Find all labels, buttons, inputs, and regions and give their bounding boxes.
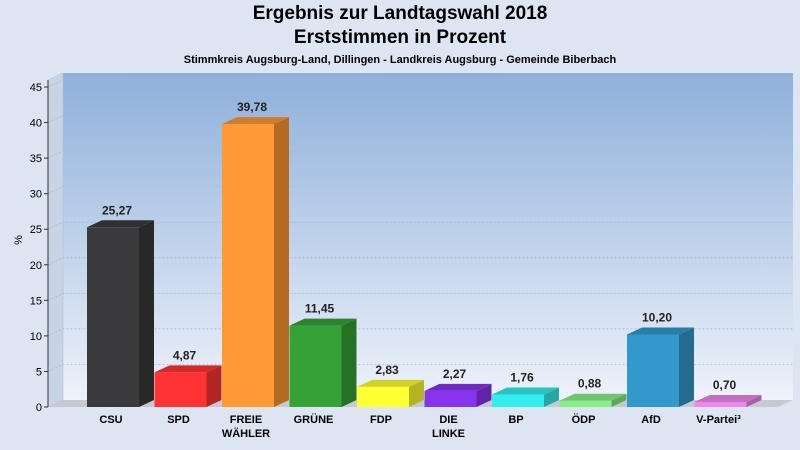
x-category-label: AfD: [641, 414, 661, 426]
bar-front: [357, 386, 409, 407]
gridline: [47, 79, 793, 88]
x-category-label: FREIE: [230, 414, 262, 426]
chart-subtitle: Erststimmen in Prozent: [293, 27, 507, 48]
x-category-label: LINKE: [432, 428, 465, 440]
bar-front: [87, 227, 139, 407]
bar-v-partei-: 0,70: [694, 378, 762, 407]
y-tick-label: 10: [30, 331, 42, 343]
y-tick-label: 30: [30, 189, 42, 201]
bar-value-label: 11,45: [305, 302, 335, 316]
x-category-label: WÄHLER: [222, 427, 270, 440]
bar-side: [476, 383, 492, 407]
gridline: [47, 115, 793, 123]
bar-front: [627, 334, 679, 407]
y-tick-label: 5: [36, 366, 42, 378]
bar-value-label: 2,83: [375, 363, 399, 377]
bar-side: [746, 395, 762, 407]
bar-side: [544, 387, 559, 407]
bar-side: [679, 327, 694, 407]
bar-side: [274, 117, 289, 408]
bar-top: [222, 117, 289, 125]
bar-top: [694, 395, 762, 403]
bar-front: [694, 402, 747, 407]
bar-front: [289, 325, 342, 407]
bar-value-label: 25,27: [102, 203, 132, 217]
gridline: [47, 328, 793, 337]
bar-afd: 10,20: [627, 310, 694, 407]
bar-value-label: 2,27: [443, 367, 467, 381]
chart-title: Ergebnis zur Landtagswahl 2018: [252, 3, 548, 24]
bar-top: [87, 220, 154, 228]
bar-front: [424, 390, 477, 407]
bar-top: [559, 393, 627, 401]
x-category-label: DIE: [439, 414, 457, 426]
gridline: [47, 150, 793, 159]
bar-gr-ne: 11,45: [289, 302, 357, 407]
chart-caption: Stimmkreis Augsburg-Land, Dillingen - La…: [183, 54, 617, 66]
y-tick-label: 15: [30, 295, 42, 307]
x-category-label: FDP: [370, 414, 392, 426]
bar-value-label: 4,87: [173, 348, 197, 362]
y-tick-label: 40: [30, 118, 42, 130]
bar-value-label: 39,78: [237, 100, 267, 114]
bar-top: [627, 327, 694, 335]
y-tick-label: 25: [30, 224, 42, 236]
gridline: [47, 257, 793, 266]
gridline: [47, 186, 793, 194]
bar-top: [154, 365, 222, 373]
bar-top: [289, 318, 357, 326]
gridline: [47, 292, 793, 301]
bar-freie-w-hler: 39,78: [222, 100, 289, 408]
x-category-label: BP: [508, 414, 523, 426]
bar-top: [492, 387, 559, 395]
bar-side: [341, 318, 357, 407]
bar--dp: 0,88: [559, 377, 627, 407]
bar-value-label: 10,20: [642, 310, 672, 324]
bar-side: [206, 365, 222, 407]
x-category-label: CSU: [99, 414, 122, 426]
bar-die-linke: 2,27: [424, 367, 492, 407]
y-tick-label: 20: [30, 260, 42, 272]
bar-value-label: 0,70: [713, 378, 737, 392]
bar-csu: 25,27: [87, 203, 154, 407]
bar-fdp: 2,83: [357, 363, 424, 407]
x-category-label: SPD: [167, 414, 190, 426]
x-category-label: GRÜNE: [294, 413, 334, 426]
bar-top: [357, 379, 424, 387]
bar-bp: 1,76: [492, 370, 559, 407]
y-axis-label: %: [13, 235, 25, 245]
bar-spd: 4,87: [154, 348, 222, 407]
bar-side: [409, 379, 424, 407]
bar-value-label: 0,88: [578, 377, 602, 391]
x-category-label: ÖDP: [572, 413, 596, 426]
bar-top: [424, 383, 492, 391]
bar-side: [139, 220, 154, 407]
bar-front: [492, 394, 544, 407]
bar-front: [154, 372, 207, 407]
y-tick-label: 0: [36, 402, 42, 414]
bar-value-label: 1,76: [510, 370, 534, 384]
bar-side: [611, 393, 627, 407]
y-tick-label: 45: [30, 82, 42, 94]
bar-front: [222, 124, 274, 408]
gridline: [47, 364, 793, 372]
x-category-label: V-Partei³: [696, 414, 741, 426]
y-tick-label: 35: [30, 153, 42, 165]
bar-front: [559, 400, 612, 407]
plot-side-wall: [47, 72, 64, 408]
gridline: [47, 221, 793, 230]
